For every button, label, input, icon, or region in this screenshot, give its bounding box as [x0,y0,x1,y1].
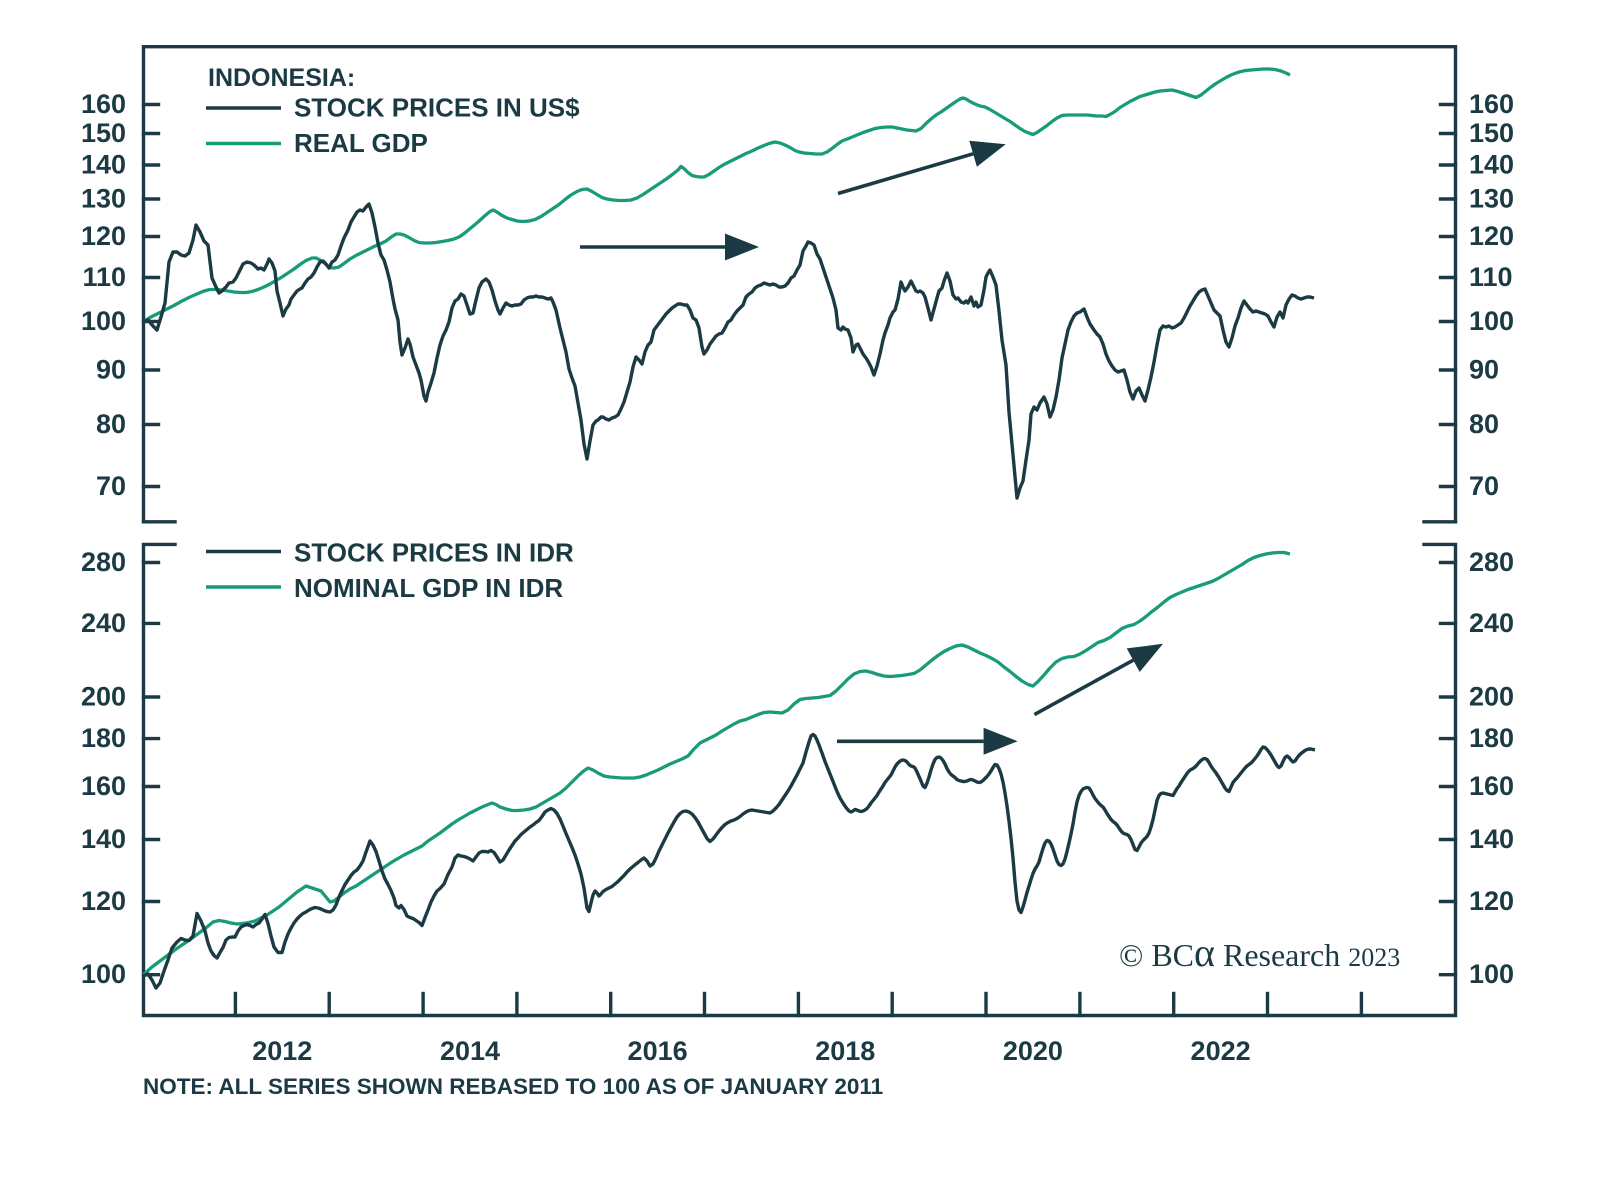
svg-text:130: 130 [81,184,126,214]
svg-text:160: 160 [1469,771,1514,801]
svg-text:2016: 2016 [628,1036,688,1066]
svg-text:70: 70 [1469,471,1499,501]
svg-text:NOMINAL GDP IN IDR: NOMINAL GDP IN IDR [294,573,563,603]
svg-text:80: 80 [1469,409,1499,439]
svg-text:120: 120 [1469,221,1514,251]
svg-text:STOCK PRICES IN IDR: STOCK PRICES IN IDR [294,538,574,568]
svg-text:280: 280 [81,547,126,577]
svg-text:160: 160 [1469,89,1514,119]
svg-text:100: 100 [81,959,126,989]
svg-text:130: 130 [1469,184,1514,214]
svg-text:150: 150 [1469,118,1514,148]
svg-text:90: 90 [96,355,126,385]
svg-text:180: 180 [81,723,126,753]
svg-text:160: 160 [81,771,126,801]
svg-text:2018: 2018 [815,1036,875,1066]
svg-text:140: 140 [81,150,126,180]
svg-text:100: 100 [81,306,126,336]
svg-text:180: 180 [1469,723,1514,753]
svg-text:2014: 2014 [440,1036,500,1066]
svg-text:240: 240 [1469,608,1514,638]
svg-text:REAL GDP: REAL GDP [294,128,428,158]
svg-text:240: 240 [81,608,126,638]
svg-text:80: 80 [96,409,126,439]
svg-text:200: 200 [1469,682,1514,712]
svg-text:INDONESIA:: INDONESIA: [208,64,355,92]
svg-text:140: 140 [1469,150,1514,180]
svg-text:120: 120 [1469,886,1514,916]
svg-text:280: 280 [1469,547,1514,577]
svg-text:70: 70 [96,471,126,501]
svg-text:120: 120 [81,221,126,251]
svg-text:100: 100 [1469,306,1514,336]
svg-text:2020: 2020 [1003,1036,1063,1066]
svg-text:STOCK PRICES IN US$: STOCK PRICES IN US$ [294,93,580,123]
svg-text:200: 200 [81,682,126,712]
svg-text:90: 90 [1469,355,1499,385]
svg-text:140: 140 [81,824,126,854]
svg-text:110: 110 [1469,262,1513,292]
svg-text:140: 140 [1469,824,1514,854]
svg-text:NOTE: ALL SERIES SHOWN REBASED: NOTE: ALL SERIES SHOWN REBASED TO 100 AS… [143,1074,883,1099]
svg-text:2022: 2022 [1191,1036,1251,1066]
svg-text:110: 110 [82,262,126,292]
svg-text:120: 120 [81,886,126,916]
svg-text:150: 150 [81,118,126,148]
svg-text:2012: 2012 [252,1036,312,1066]
svg-text:160: 160 [81,89,126,119]
svg-text:100: 100 [1469,959,1514,989]
